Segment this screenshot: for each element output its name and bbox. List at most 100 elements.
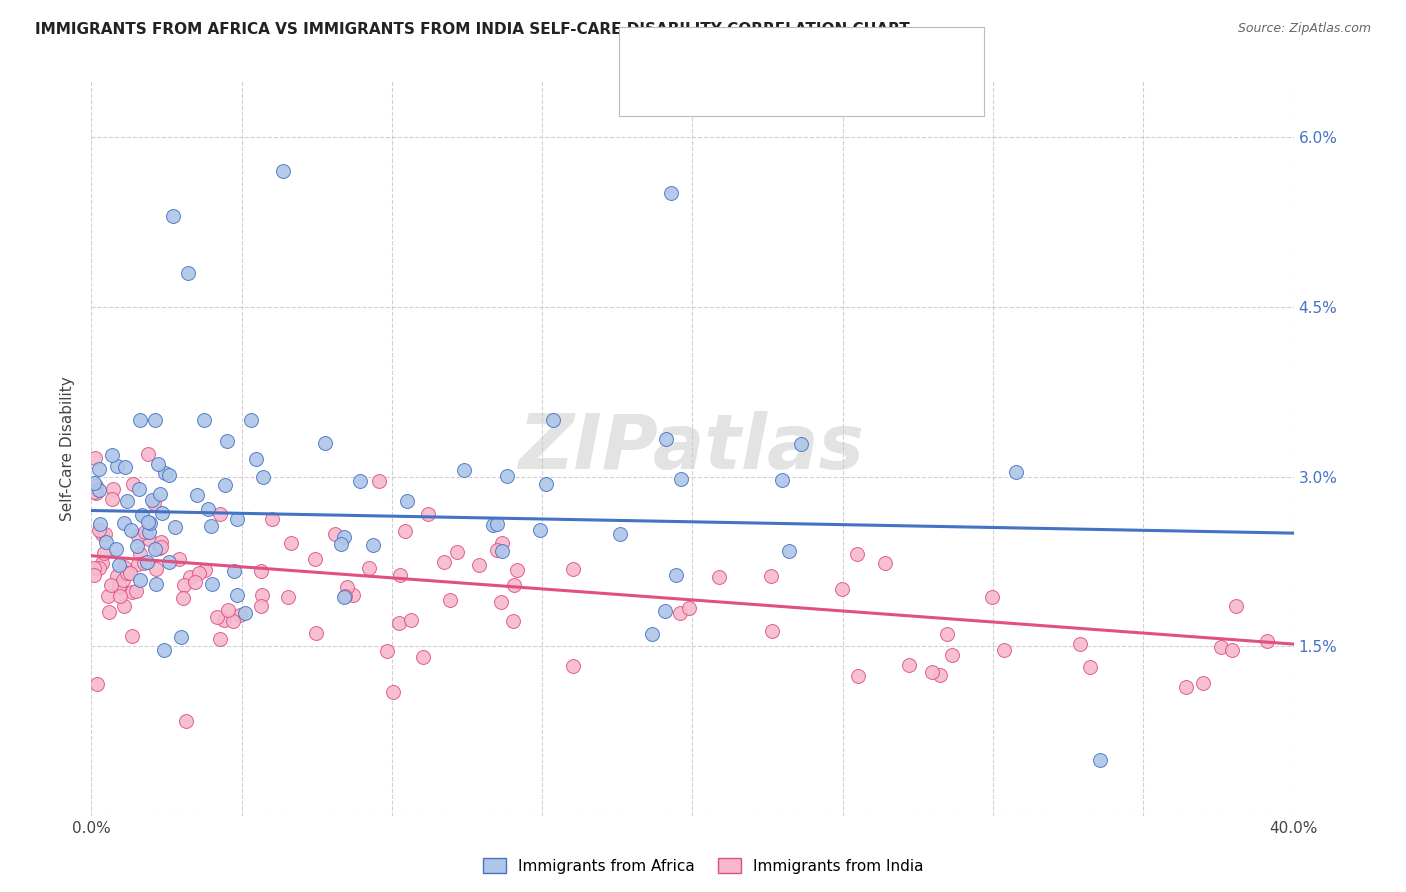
Point	[100, 491, 122, 506]
Point	[173, 578, 195, 592]
Point	[86, 479, 108, 493]
Point	[112, 516, 135, 530]
Point	[108, 590, 131, 604]
Point	[332, 530, 354, 544]
Point	[142, 496, 165, 510]
Point	[654, 604, 676, 618]
Point	[935, 626, 957, 640]
Point	[921, 665, 943, 680]
Point	[129, 547, 152, 561]
Point	[239, 413, 262, 427]
Point	[90, 556, 112, 570]
Point	[845, 548, 868, 562]
Point	[439, 593, 461, 607]
Text: N =: N =	[837, 43, 873, 61]
Point	[162, 209, 184, 223]
Point	[388, 615, 411, 630]
Point	[665, 567, 688, 582]
Point	[669, 472, 692, 486]
Point	[153, 643, 176, 657]
Point	[136, 447, 159, 461]
Point	[110, 580, 132, 594]
Point	[143, 541, 166, 556]
Point	[105, 459, 128, 474]
Point	[129, 573, 152, 587]
Point	[143, 413, 166, 427]
Point	[770, 473, 793, 487]
Point	[641, 627, 664, 641]
Point	[193, 413, 215, 427]
Point	[382, 685, 405, 699]
Point	[395, 494, 418, 508]
Point	[446, 544, 468, 558]
Point	[709, 570, 731, 584]
Point	[100, 578, 122, 592]
Point	[186, 488, 208, 502]
Point	[262, 512, 284, 526]
Text: -0.063: -0.063	[728, 43, 787, 61]
Point	[197, 502, 219, 516]
Point	[150, 534, 173, 549]
Text: 116: 116	[886, 83, 921, 101]
Point	[209, 507, 232, 521]
Point	[201, 577, 224, 591]
Point	[831, 582, 853, 596]
Text: N =: N =	[837, 83, 873, 101]
Point	[108, 579, 131, 593]
Point	[87, 483, 110, 498]
Point	[529, 524, 551, 538]
Point	[97, 590, 120, 604]
Point	[141, 493, 163, 508]
Point	[873, 556, 896, 570]
FancyBboxPatch shape	[630, 77, 672, 108]
Point	[536, 477, 558, 491]
Point	[120, 566, 142, 581]
Point	[91, 527, 114, 541]
Point	[163, 520, 186, 534]
Point	[1225, 599, 1247, 614]
Point	[157, 467, 180, 482]
Point	[125, 584, 148, 599]
Point	[136, 555, 159, 569]
Point	[491, 595, 513, 609]
Point	[128, 482, 150, 496]
Point	[323, 527, 346, 541]
Point	[94, 526, 117, 541]
Point	[205, 609, 228, 624]
Point	[333, 589, 356, 603]
Point	[329, 537, 352, 551]
Point	[562, 658, 585, 673]
Point	[194, 563, 217, 577]
Point	[561, 562, 583, 576]
Point	[138, 525, 160, 540]
Point	[433, 555, 456, 569]
Point	[235, 606, 257, 620]
Point	[187, 566, 209, 580]
Point	[502, 615, 524, 629]
Point	[89, 517, 111, 532]
Legend: Immigrants from Africa, Immigrants from India: Immigrants from Africa, Immigrants from …	[477, 852, 929, 880]
Point	[250, 564, 273, 578]
Point	[778, 543, 800, 558]
Point	[453, 463, 475, 477]
Point	[134, 556, 156, 570]
Point	[314, 436, 336, 450]
Point	[105, 569, 128, 583]
Point	[145, 576, 167, 591]
Point	[1174, 681, 1197, 695]
Point	[169, 552, 191, 566]
Point	[467, 558, 489, 573]
Point	[482, 517, 505, 532]
Point	[229, 607, 252, 622]
Point	[84, 450, 107, 465]
Point	[112, 573, 135, 587]
Point	[101, 482, 124, 496]
Point	[1005, 466, 1028, 480]
Point	[120, 523, 142, 537]
Point	[361, 537, 384, 551]
Point	[179, 570, 201, 584]
Point	[108, 558, 131, 572]
Point	[305, 625, 328, 640]
Point	[304, 552, 326, 566]
Point	[359, 561, 381, 575]
